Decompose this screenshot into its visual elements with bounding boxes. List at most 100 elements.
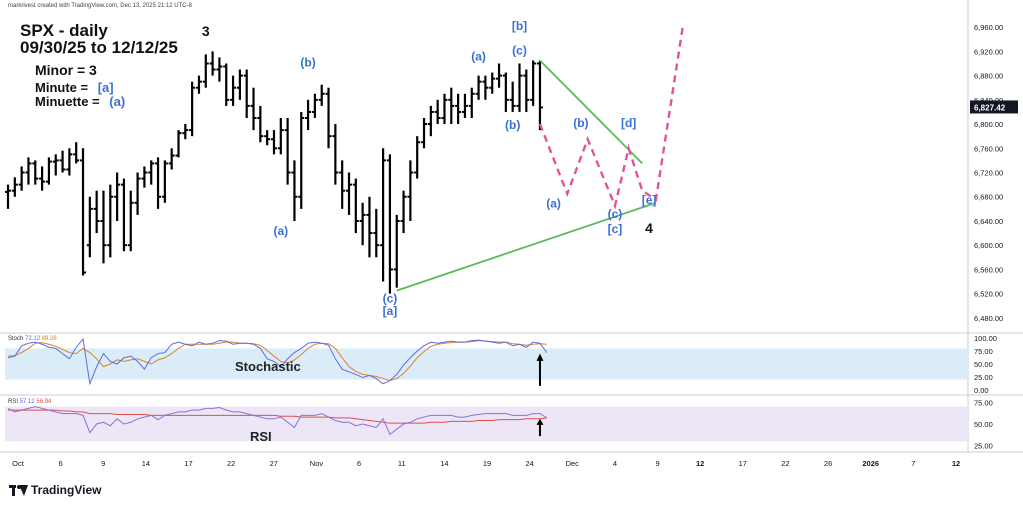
rsi-arrow-head — [536, 418, 544, 425]
axes: 6,960.00 6,920.00 6,880.00 6,840.00 6,800.00… — [12, 23, 1018, 468]
tradingview-name: TradingView — [31, 483, 102, 497]
stoch-arrow-head — [536, 353, 544, 361]
rsi-legend-name: RSI — [8, 399, 19, 405]
wave-label: (c) — [608, 207, 623, 221]
chart-subtitle: 09/30/25 to 12/12/25 — [20, 38, 178, 57]
wave-label: (a) — [273, 224, 288, 238]
chart-credit: markrivest created with TradingView.com,… — [8, 3, 192, 9]
stoch-band — [5, 348, 968, 380]
wave-label: (a) — [546, 197, 561, 211]
x-tick-label: 14 — [142, 459, 150, 468]
price-tick-label: 6,480.00 — [974, 314, 1003, 323]
stoch-legend: Stoch 72.12 89.26 — [8, 336, 57, 342]
price-tick-label: 6,560.00 — [974, 265, 1003, 274]
degree-minute: Minute = [a] — [35, 80, 114, 95]
price-tick-label: 6,760.00 — [974, 144, 1003, 153]
stoch-tick-label: 100.00 — [974, 334, 997, 343]
wave-label: [d] — [621, 116, 636, 130]
price-tick-label: 6,840.00 — [974, 96, 1003, 105]
rsi-line — [7, 406, 548, 436]
trendlines — [396, 59, 657, 292]
degree-minuette-label: Minuette = — [35, 94, 100, 109]
x-tick-label: 9 — [655, 459, 659, 468]
rsi-ma-line — [8, 409, 547, 424]
x-tick-label: 12 — [952, 459, 960, 468]
x-tick-label: 2026 — [862, 459, 879, 468]
x-tick-label: 12 — [696, 459, 704, 468]
rsi-band — [5, 406, 968, 442]
x-tick-label: 24 — [525, 459, 533, 468]
stochastic-title: Stochastic — [235, 359, 301, 374]
title-block: SPX - daily 09/30/25 to 12/12/25 — [20, 22, 178, 56]
wave-label: 3 — [202, 23, 210, 39]
rsi-tick-label: 50.00 — [974, 420, 993, 429]
wave-label: (b) — [300, 56, 315, 70]
degree-minute-mark: [a] — [97, 80, 114, 95]
degree-minuette-mark: (a) — [109, 94, 126, 109]
wave-label: (b) — [573, 116, 588, 130]
wave-label: [e] — [642, 193, 657, 207]
wave-label: (b) — [505, 118, 520, 132]
x-tick-label: 17 — [739, 459, 747, 468]
x-tick-label: 14 — [440, 459, 448, 468]
x-tick-label: 6 — [357, 459, 361, 468]
indicator-bands — [5, 348, 968, 442]
chart-title: SPX - daily — [20, 21, 108, 40]
projection-line — [538, 23, 685, 210]
rsi-tick-label: 25.00 — [974, 442, 993, 451]
x-tick-label: 26 — [824, 459, 832, 468]
stoch-k-line — [7, 337, 548, 386]
stoch-legend-d: 89.26 — [41, 336, 57, 342]
x-tick-label: 22 — [227, 459, 235, 468]
wave-label: [a] — [383, 304, 398, 318]
stoch-tick-label: 75.00 — [974, 347, 993, 356]
ohlc-bars — [5, 51, 543, 294]
x-tick-label: 17 — [184, 459, 192, 468]
price-tick-label: 6,640.00 — [974, 217, 1003, 226]
price-tick-label: 6,800.00 — [974, 120, 1003, 129]
wave-label: [b] — [512, 19, 527, 33]
wave-label: (a) — [471, 49, 486, 63]
x-tick-label: 19 — [483, 459, 491, 468]
x-tick-label: 22 — [781, 459, 789, 468]
degree-minor: Minor = 3 — [35, 62, 97, 78]
wave-label: 4 — [645, 220, 653, 236]
price-tick-label: 6,520.00 — [974, 290, 1003, 299]
tradingview-brand[interactable]: TradingView — [9, 483, 101, 497]
trendline — [396, 201, 657, 292]
oscillator-lines — [7, 337, 548, 437]
stoch-legend-k: 72.12 — [25, 336, 41, 342]
wave-label: (c) — [512, 43, 527, 57]
stoch-tick-label: 50.00 — [974, 360, 993, 369]
price-tick-label: 6,720.00 — [974, 169, 1003, 178]
price-tick-label: 6,960.00 — [974, 23, 1003, 32]
stoch-tick-label: 0.00 — [974, 386, 989, 395]
price-grid — [0, 0, 1023, 453]
rsi-legend: RSI 57.12 56.94 — [8, 399, 51, 405]
last-price-label: 6,827.42 — [974, 103, 1006, 112]
price-tick-label: 6,600.00 — [974, 241, 1003, 250]
x-tick-label: Oct — [12, 459, 25, 468]
x-tick-label: 4 — [613, 459, 617, 468]
price-tick-label: 6,920.00 — [974, 47, 1003, 56]
x-tick-label: 7 — [911, 459, 915, 468]
tradingview-logo-icon — [9, 484, 28, 496]
stoch-legend-name: Stoch — [8, 336, 24, 342]
x-tick-label: Nov — [310, 459, 324, 468]
rsi-tick-label: 75.00 — [974, 398, 993, 407]
price-tick-label: 6,680.00 — [974, 193, 1003, 202]
degree-minuette: Minuette = (a) — [35, 94, 125, 109]
trendline — [539, 59, 643, 165]
x-tick-label: 9 — [101, 459, 105, 468]
projection-path — [538, 23, 685, 210]
rsi-title: RSI — [250, 429, 272, 444]
wave-labels: 3(b)(a)(c)[a](a)[b](c)(b)(a)(b)(c)[c][d]… — [202, 19, 657, 318]
x-tick-label: Dec — [566, 459, 580, 468]
rsi-legend-ma: 56.94 — [36, 399, 52, 405]
price-tick-label: 6,880.00 — [974, 72, 1003, 81]
x-tick-label: 6 — [59, 459, 63, 468]
x-tick-label: 11 — [398, 459, 406, 468]
wave-label: (c) — [383, 292, 398, 306]
degree-minute-label: Minute = — [35, 80, 89, 95]
